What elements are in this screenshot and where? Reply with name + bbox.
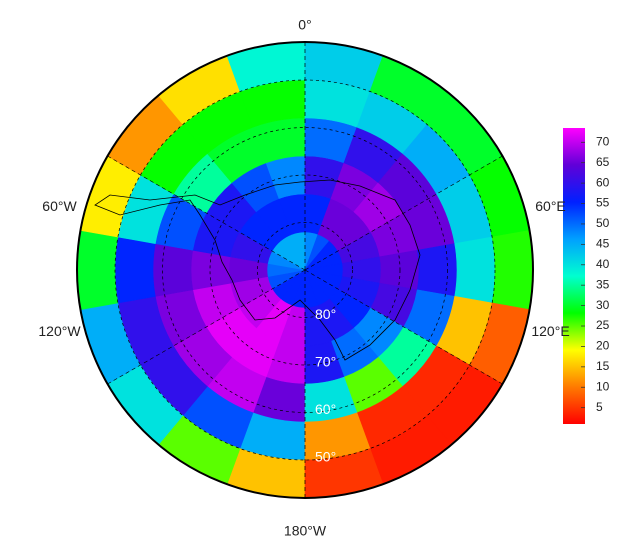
labels: 80° 70° 60° 50° 0° 60°E 120°E 180°W 120°W 60°W 5 10… xyxy=(38,17,609,539)
colorbar-label: 30 xyxy=(596,298,610,312)
colorbar-label: 70 xyxy=(596,134,610,148)
graticule xyxy=(107,42,503,498)
parallel-label: 60° xyxy=(315,401,336,417)
meridian-label: 180°W xyxy=(284,523,327,539)
meridian-line xyxy=(107,155,306,271)
meridian-label: 60°E xyxy=(535,198,566,214)
raster-cell xyxy=(152,243,194,297)
parallel-label: 50° xyxy=(315,449,336,465)
colorbar-label: 55 xyxy=(596,196,610,210)
parallel-label: 80° xyxy=(315,306,336,322)
raster-cell xyxy=(77,229,119,311)
raster-cell xyxy=(454,236,496,304)
meridian-line xyxy=(107,269,306,385)
meridian-line xyxy=(304,155,503,271)
raster xyxy=(77,42,533,498)
map-border xyxy=(76,41,534,499)
raster-cell xyxy=(114,236,156,304)
raster-cell xyxy=(190,249,231,291)
meridian-label: 120°W xyxy=(38,323,81,339)
raster-cell xyxy=(416,243,458,297)
colorbar-label: 40 xyxy=(596,257,610,271)
parallel-label: 70° xyxy=(315,354,336,370)
colorbar-label: 20 xyxy=(596,339,610,353)
colorbar-label: 35 xyxy=(596,277,610,291)
meridian-label: 0° xyxy=(298,17,311,33)
colorbar-label: 25 xyxy=(596,318,610,332)
colorbar-label: 65 xyxy=(596,155,610,169)
raster-cell xyxy=(491,229,533,311)
meridian-line xyxy=(304,269,503,385)
raster-cell xyxy=(379,249,420,291)
parallel-line xyxy=(257,222,353,318)
colorbar-label: 15 xyxy=(596,359,610,373)
colorbar-label: 45 xyxy=(596,237,610,251)
meridian-label: 60°W xyxy=(42,198,77,214)
colorbar-label: 5 xyxy=(596,400,603,414)
coastline xyxy=(94,179,421,361)
colorbar xyxy=(563,128,585,424)
colorbar-label: 10 xyxy=(596,379,610,393)
colorbar-label: 60 xyxy=(596,175,610,189)
colorbar-label: 50 xyxy=(596,216,610,230)
meridian-label: 120°E xyxy=(531,323,569,339)
